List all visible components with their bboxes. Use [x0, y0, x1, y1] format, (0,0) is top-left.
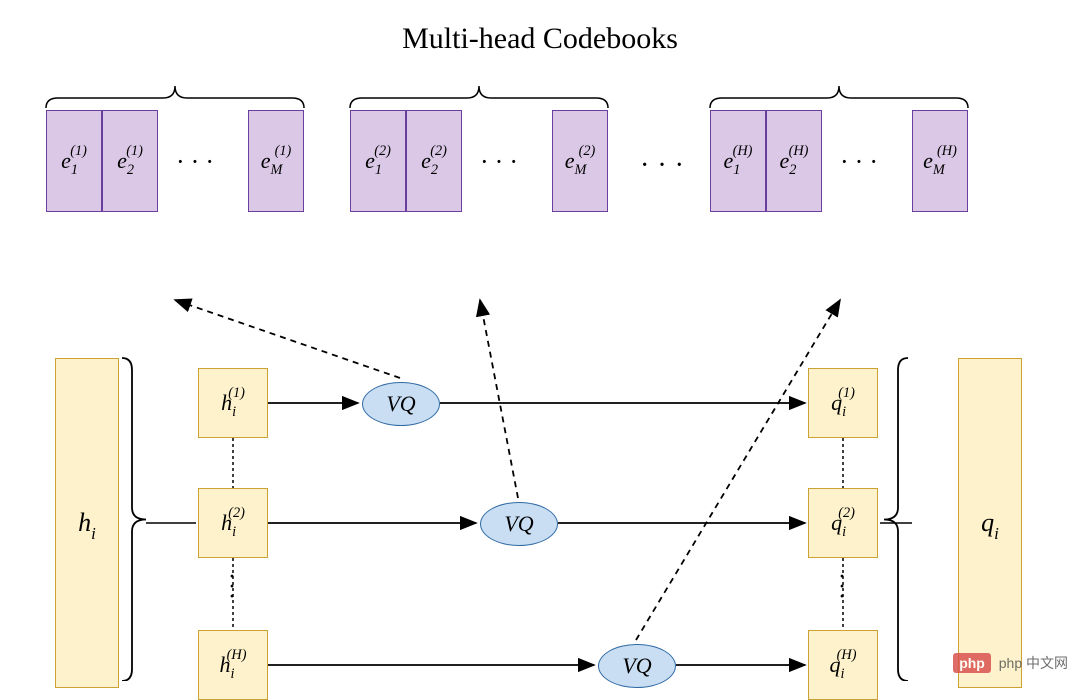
ellipsis: ···	[168, 147, 228, 177]
codebook-cell: e1(1)	[46, 110, 102, 212]
codebook-cell: e2(1)	[102, 110, 158, 212]
h-box: hi(1)	[198, 368, 268, 438]
h-tall: hi	[55, 358, 119, 688]
vq-oval: VQ	[362, 382, 440, 426]
ellipsis: ···	[472, 147, 532, 177]
q-tall: qi	[958, 358, 1022, 688]
q-box: qi(1)	[808, 368, 878, 438]
ellipsis: ···	[640, 150, 692, 182]
q-box: qi(2)	[808, 488, 878, 558]
codebook-cell: e2(H)	[766, 110, 822, 212]
vq-oval: VQ	[598, 644, 676, 688]
codebook-cell: e1(H)	[710, 110, 766, 212]
codebook-cell: eM(H)	[912, 110, 968, 212]
ellipsis: ···	[832, 147, 892, 177]
vq-oval: VQ	[480, 502, 558, 546]
vertical-ellipsis: ···	[228, 572, 236, 602]
group-braces	[0, 0, 1080, 120]
h-box: hi(H)	[198, 630, 268, 700]
codebook-cell: eM(2)	[552, 110, 608, 212]
codebook-cell: eM(1)	[248, 110, 304, 212]
vertical-ellipsis: ···	[838, 572, 846, 602]
codebook-cell: e1(2)	[350, 110, 406, 212]
h-box: hi(2)	[198, 488, 268, 558]
watermark: php php 中文网	[953, 653, 1068, 673]
q-box: qi(H)	[808, 630, 878, 700]
codebook-cell: e2(2)	[406, 110, 462, 212]
